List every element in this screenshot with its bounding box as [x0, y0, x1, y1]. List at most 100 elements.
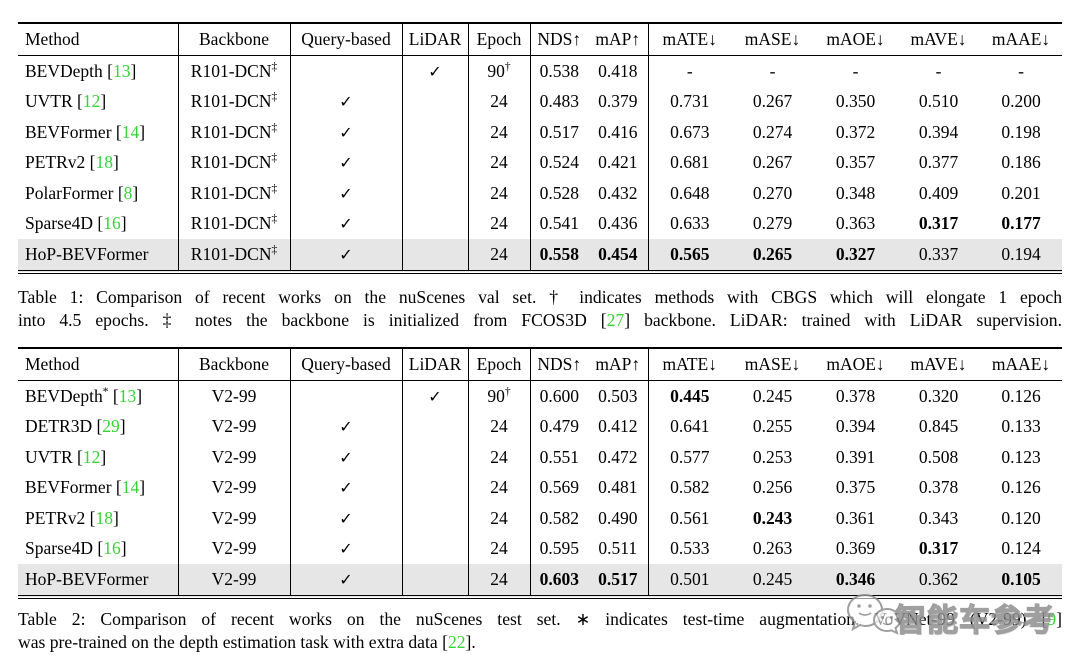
citation-bracket: ]	[113, 507, 119, 528]
metric-value: 0.245	[731, 564, 814, 597]
table-row: DETR3D [29] V2-99 ✓ 24 0.479 0.412 0.641 0.255 0…	[18, 411, 1062, 442]
metric-value: 0.120	[1001, 507, 1041, 528]
metric-value: 0.517	[539, 121, 579, 142]
method-cell: HoP-BEVFormer	[18, 564, 179, 597]
column-header: Epoch	[468, 348, 531, 381]
method-cell: BEVFormer [14]	[18, 472, 179, 503]
method-cell: UVTR [12]	[18, 86, 179, 117]
backbone-cell: R101-DCN‡	[178, 208, 291, 239]
method-name: PETRv2	[25, 507, 86, 528]
metric-value: 0.541	[539, 213, 579, 234]
citation-bracket: [	[85, 507, 96, 528]
metric-value: 0.845	[918, 416, 959, 437]
metric-value: 0.409	[918, 182, 959, 203]
citation-bracket: ]	[130, 60, 137, 81]
metric-value: 0.123	[1001, 446, 1041, 467]
metric-value: 0.503	[588, 380, 649, 412]
metric-value: 0.421	[588, 147, 649, 178]
test-set-comparison-table: Method Backbone Query-based LiDAR Epoch NDS↑ m…	[18, 347, 1062, 599]
metric-value: 0.582	[539, 507, 579, 528]
citation-bracket: ]	[119, 416, 126, 437]
metric-value: 0.538	[539, 60, 579, 81]
citation-bracket: [	[102, 60, 113, 81]
checkmark-icon: ✓	[339, 214, 353, 234]
val-set-comparison-table: Method Backbone Query-based LiDAR Epoch NDS↑ m…	[18, 22, 1062, 274]
metric-value: 0.375	[835, 477, 876, 498]
metric-value: 0.361	[835, 507, 876, 528]
backbone-cell: R101-DCN‡	[178, 147, 291, 178]
metric-value: 0.524	[539, 152, 579, 173]
epoch-value: 24	[490, 507, 508, 528]
metric-value: 0.267	[752, 91, 793, 112]
metric-value: 0.603	[530, 564, 588, 597]
table-row: BEVFormer [14] R101-DCN‡ ✓ 24 0.517 0.416 0.67…	[18, 117, 1062, 148]
citation-number: 8	[123, 182, 133, 203]
column-header: Method	[18, 348, 179, 381]
metric-value: 0.133	[1001, 416, 1041, 437]
citation-bracket: ]	[100, 446, 107, 467]
column-header: mATE↓	[648, 348, 731, 381]
epoch-superscript: †	[504, 60, 511, 73]
citation-number: 12	[82, 91, 101, 112]
metric-value: 0.510	[918, 91, 959, 112]
backbone-cell: V2-99	[178, 564, 291, 597]
method-cell: Sparse4D [16]	[18, 208, 179, 239]
lidar-cell	[402, 533, 469, 564]
backbone-name: V2-99	[211, 507, 257, 528]
epoch-cell: 24	[468, 564, 531, 597]
metric-value: 0.243	[752, 507, 793, 528]
metric-value: 0.263	[752, 538, 793, 559]
backbone-cell: R101-DCN‡	[178, 239, 291, 272]
table-row: HoP-BEVFormer V2-99 ✓ 24 0.603 0.517 0.501 0.24…	[18, 564, 1062, 597]
backbone-name: V2-99	[211, 568, 257, 589]
lidar-cell	[402, 147, 469, 178]
metric-value: -	[935, 60, 942, 81]
column-header: NDS↑	[530, 348, 588, 381]
query-based-cell: ✓	[290, 533, 403, 564]
citation-number: 27	[606, 310, 625, 330]
metric-value: 0.105	[980, 564, 1062, 597]
metric-value: 0.317	[918, 538, 959, 559]
metric-value: 0.517	[588, 564, 649, 597]
epoch-cell: 24	[468, 117, 531, 148]
metric-value: 0.600	[539, 385, 579, 406]
query-based-cell	[290, 380, 403, 412]
query-based-cell: ✓	[290, 208, 403, 239]
lidar-cell	[402, 503, 469, 534]
epoch-cell: 24	[468, 472, 531, 503]
metric-value: 0.369	[835, 538, 876, 559]
lidar-cell: ✓	[402, 380, 469, 412]
epoch-value: 24	[490, 446, 508, 467]
epoch-cell: 24	[468, 147, 531, 178]
caption-text: was pre-trained on the depth estimation …	[18, 632, 448, 652]
epoch-cell: 24	[468, 503, 531, 534]
query-based-cell: ✓	[290, 117, 403, 148]
citation-number: 12	[82, 446, 101, 467]
metric-value: 0.511	[588, 533, 649, 564]
table-row: HoP-BEVFormer R101-DCN‡ ✓ 24 0.558 0.454 0.565…	[18, 239, 1062, 272]
citation-number: 18	[95, 507, 114, 528]
epoch-value: 24	[490, 568, 508, 589]
lidar-cell	[402, 86, 469, 117]
method-name: BEVDepth	[25, 385, 103, 406]
citation-bracket: ]	[120, 538, 127, 559]
citation-bracket: ]	[136, 385, 143, 406]
backbone-name: V2-99	[211, 477, 257, 498]
citation-number: 16	[103, 538, 121, 559]
column-header: mAP↑	[588, 348, 649, 381]
query-based-cell: ✓	[290, 411, 403, 442]
backbone-superscript: ‡	[271, 243, 278, 256]
table-row: UVTR [12] R101-DCN‡ ✓ 24 0.483 0.379 0.731 0.26…	[18, 86, 1062, 117]
checkmark-icon: ✓	[428, 386, 442, 406]
metric-value: 0.641	[670, 416, 710, 437]
checkmark-icon: ✓	[339, 122, 353, 142]
metric-value: 0.177	[1001, 213, 1041, 234]
backbone-cell: V2-99	[178, 442, 291, 473]
epoch-value: 24	[490, 121, 508, 142]
backbone-cell: V2-99	[178, 533, 291, 564]
metric-value: -	[686, 60, 693, 81]
metric-value: 0.357	[835, 152, 876, 173]
backbone-cell: V2-99	[178, 472, 291, 503]
lidar-cell	[402, 472, 469, 503]
backbone-cell: R101-DCN‡	[178, 117, 291, 148]
